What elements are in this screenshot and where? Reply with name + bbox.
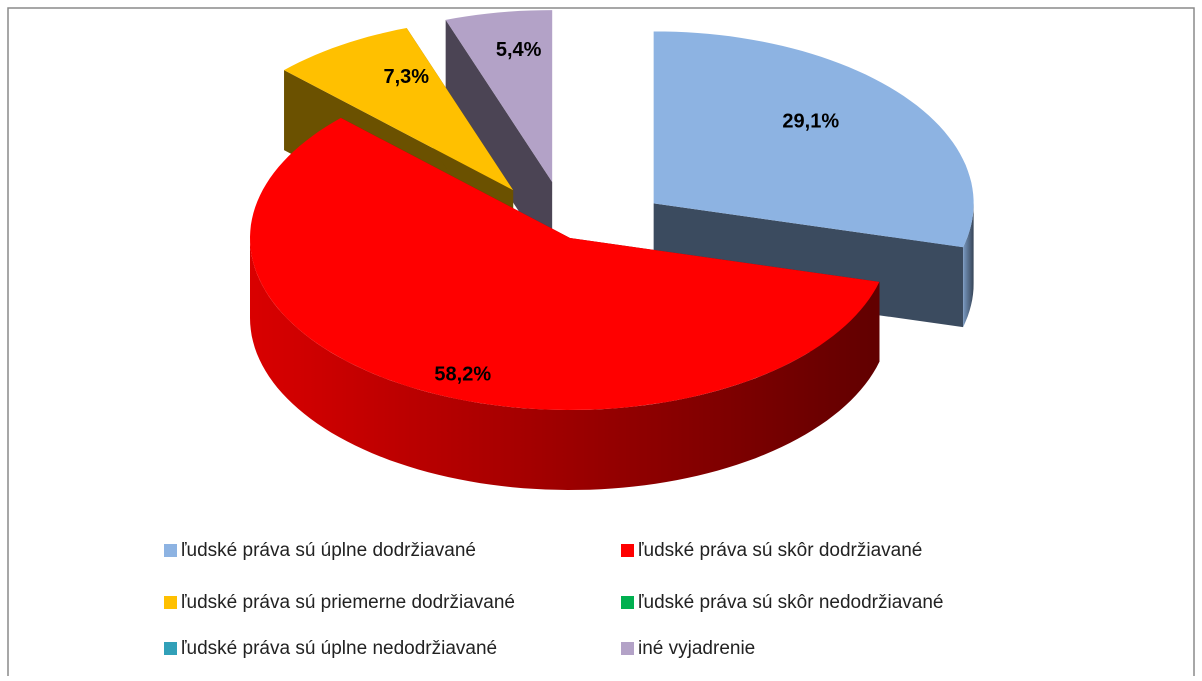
legend-label: iné vyjadrenie	[638, 638, 755, 659]
data-label: 29,1%	[782, 110, 839, 132]
pie-slice	[250, 117, 880, 490]
legend-swatch	[164, 544, 177, 557]
data-label: 7,3%	[384, 66, 430, 88]
legend-swatch	[621, 544, 634, 557]
legend-label: ľudské práva sú skôr dodržiavané	[638, 540, 922, 561]
legend-label: ľudské práva sú skôr nedodržiavané	[638, 592, 944, 613]
data-label: 58,2%	[434, 364, 491, 386]
legend-label: ľudské práva sú úplne nedodržiavané	[181, 638, 497, 659]
legend-label: ľudské práva sú priemerne dodržiavané	[181, 592, 515, 613]
legend-swatch	[164, 642, 177, 655]
pie-slice	[653, 31, 974, 328]
data-label: 5,4%	[496, 39, 542, 61]
pie-slice	[445, 10, 553, 263]
legend-label: ľudské práva sú úplne dodržiavané	[181, 540, 476, 561]
legend-swatch	[164, 596, 177, 609]
legend-swatch	[621, 596, 634, 609]
legend-swatch	[621, 642, 634, 655]
